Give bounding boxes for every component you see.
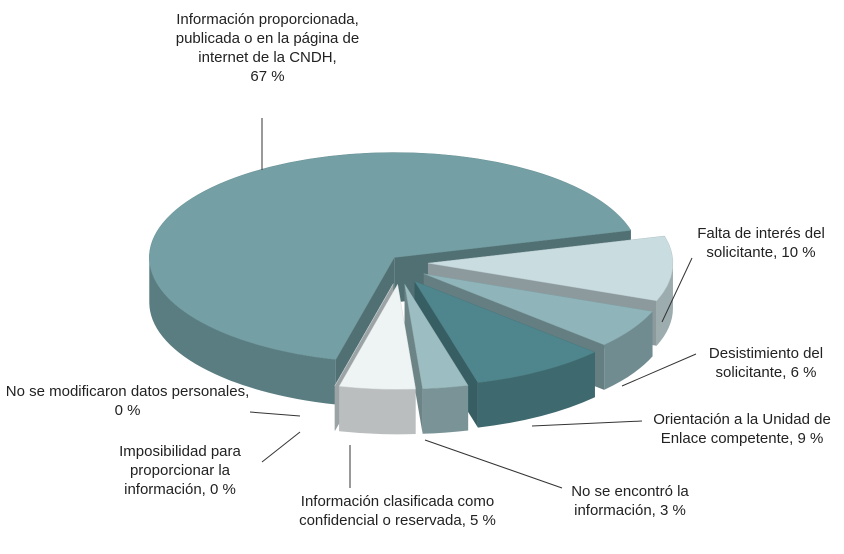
leader-line — [424, 439, 563, 489]
slice-label: Información proporcionada, publicada o e… — [150, 10, 385, 86]
slice — [338, 283, 416, 390]
slice — [149, 152, 632, 360]
slices — [149, 152, 674, 435]
slice — [423, 273, 654, 346]
leader-line — [621, 353, 697, 387]
slice-side — [422, 385, 469, 434]
slice-side — [149, 257, 336, 405]
slice-side — [604, 311, 653, 390]
label-value: 9 % — [797, 430, 824, 447]
slice-side — [339, 386, 416, 435]
label-name: Información clasificada como confidencia… — [299, 493, 494, 529]
slice-label: Orientación a la Unidad de Enlace compet… — [640, 410, 844, 448]
leader-line — [531, 420, 643, 427]
leader-line — [249, 411, 301, 417]
label-name: No se modificaron datos personales — [6, 383, 249, 400]
slice — [413, 280, 596, 383]
label-value: 0 % — [210, 481, 236, 498]
leader-line — [661, 257, 693, 323]
slice-side — [656, 263, 673, 346]
slice-label: No se modificaron datos personales 0 % — [5, 382, 250, 420]
label-value: 0 % — [114, 402, 141, 419]
slice — [427, 235, 674, 302]
label-value: 5 % — [470, 512, 496, 529]
slice-side — [477, 352, 595, 428]
slice-label: Desistimiento del solicitante6 % — [690, 344, 842, 382]
slice-label: Información clasificada como confidencia… — [295, 492, 500, 530]
label-value: 3 % — [660, 502, 686, 519]
leader-line — [261, 431, 301, 463]
slice-label: Falta de interés del solicitante10 % — [680, 224, 842, 262]
slice — [404, 283, 469, 390]
label-value: 6 % — [790, 364, 817, 381]
slice-label: No se encontró la información3 % — [555, 482, 705, 520]
label-name: Información proporcionada, publicada o e… — [176, 11, 360, 66]
label-value: 10 % — [781, 244, 816, 261]
slice-label: Imposibilidad para proporcionar la infor… — [95, 442, 265, 499]
slice-face — [404, 284, 423, 434]
label-value: 67 % — [250, 68, 285, 85]
